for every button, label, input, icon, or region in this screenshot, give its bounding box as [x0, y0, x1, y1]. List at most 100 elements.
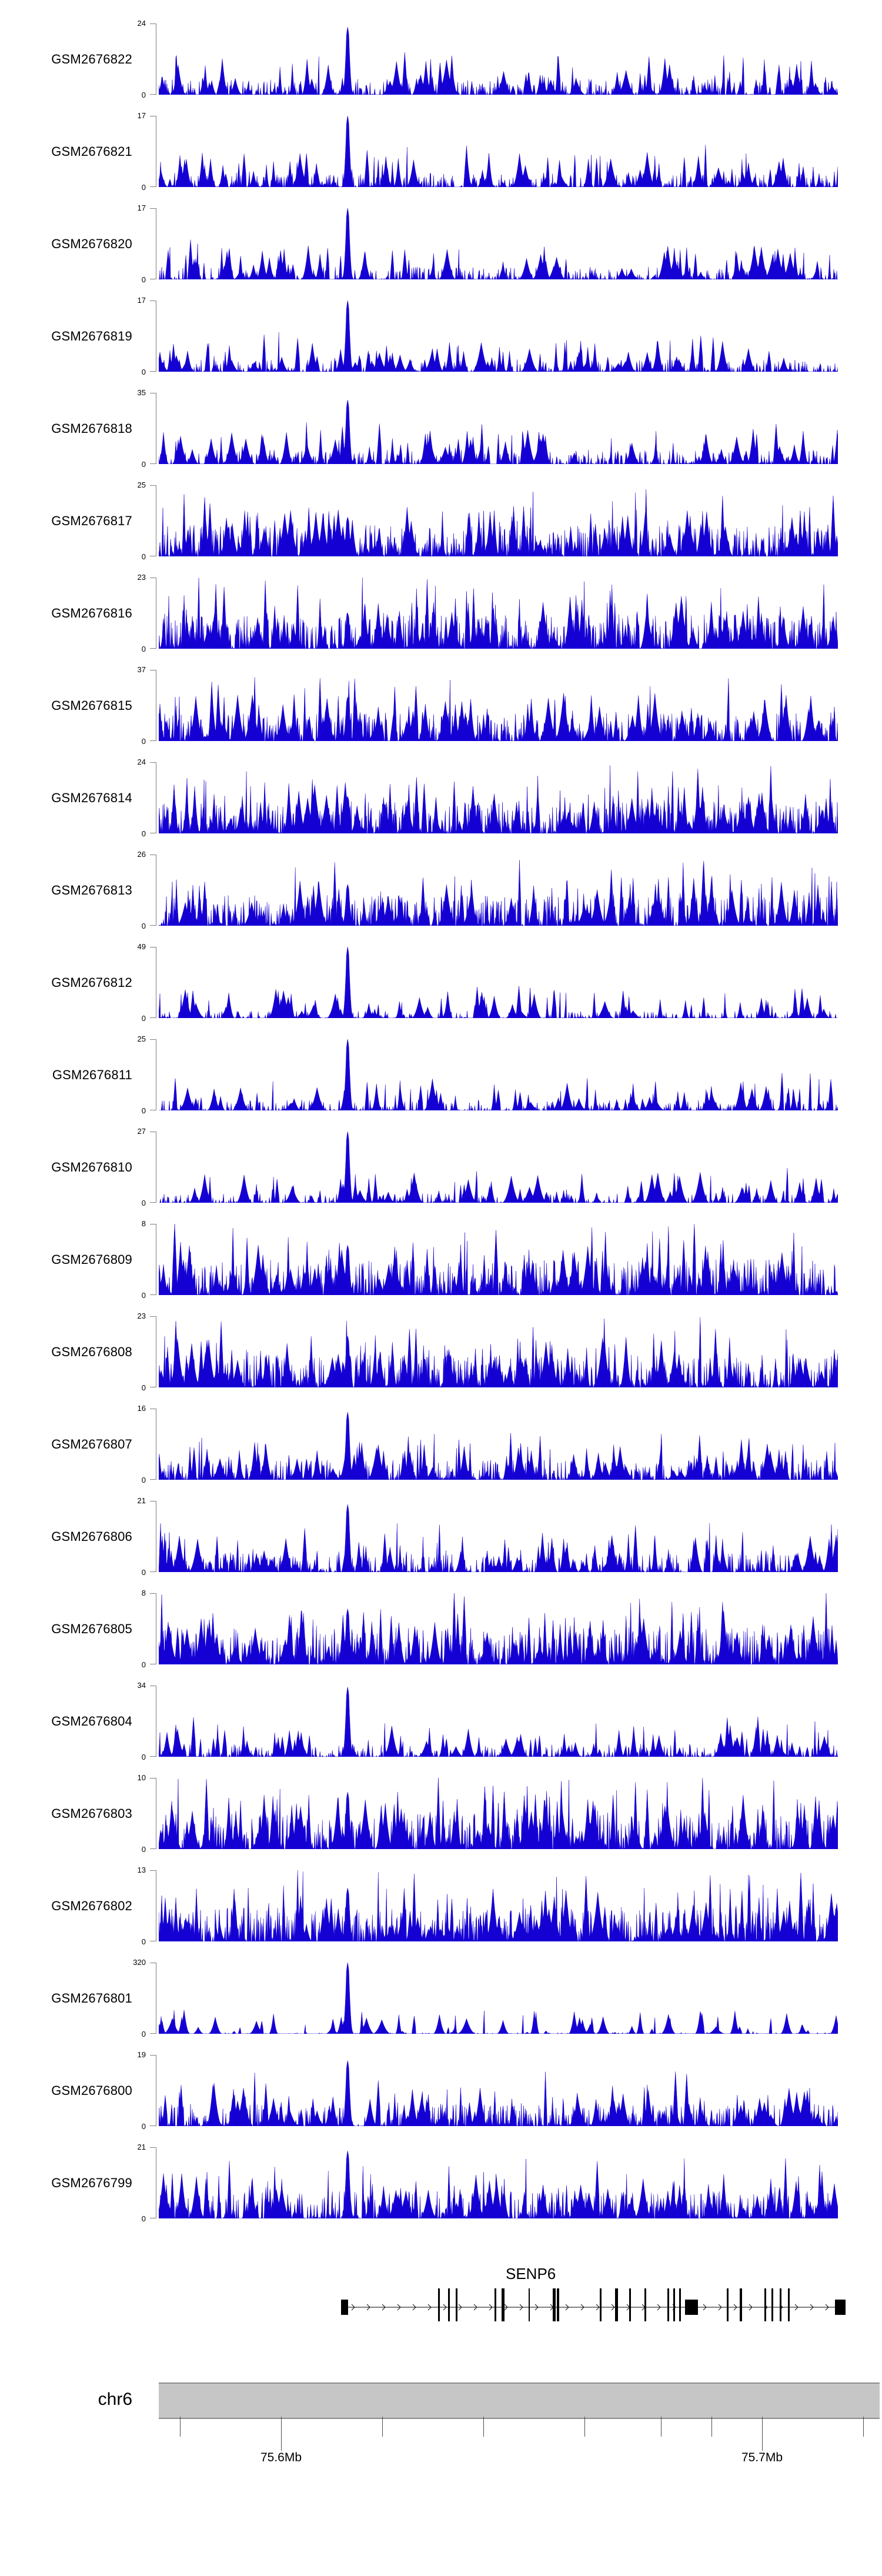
axis-max-value: 26: [137, 850, 146, 859]
signal-track: GSM2676821 17 0: [0, 105, 882, 198]
coordinate-tick: [863, 2417, 864, 2437]
axis-tick-min: [150, 1848, 156, 1849]
axis-tick-min: [150, 2033, 156, 2034]
axis-max-value: 16: [137, 1404, 146, 1413]
axis-min-value: 0: [141, 1383, 146, 1392]
chromosome-label: chr6: [98, 2390, 132, 2409]
track-label: GSM2676813: [51, 882, 132, 897]
axis-max-value: 23: [137, 573, 146, 582]
axis-max-value: 13: [137, 1866, 146, 1874]
track-signal-plot: [159, 393, 838, 464]
signal-track: GSM2676819 17 0: [0, 290, 882, 382]
signal-track: GSM2676806 21 0: [0, 1490, 882, 1583]
gene-exon: [667, 2288, 669, 2311]
axis-tick-max: [150, 1593, 156, 1594]
gene-exon: [835, 2300, 846, 2315]
track-label: GSM2676820: [51, 236, 132, 251]
coordinate-tick: [382, 2417, 383, 2437]
axis-min-value: 0: [141, 275, 146, 284]
gene-exon: [615, 2288, 618, 2311]
axis-tick-max: [150, 1870, 156, 1871]
track-signal-plot: [159, 1039, 838, 1110]
axis-max-value: 19: [137, 2050, 146, 2059]
axis-max-value: 35: [137, 388, 146, 397]
signal-track: GSM2676799 21 0: [0, 2137, 882, 2229]
signal-track: GSM2676805 8 0: [0, 1583, 882, 1675]
track-label: GSM2676800: [51, 2083, 132, 2098]
axis-min-value: 0: [141, 1937, 146, 1946]
coordinate-tick-label: 75.6Mb: [260, 2451, 302, 2464]
axis-tick-min: [150, 1756, 156, 1757]
track-signal-plot: [159, 1963, 838, 2034]
track-label: GSM2676817: [51, 513, 132, 528]
signal-track: GSM2676812 49 0: [0, 936, 882, 1029]
track-signal-plot: [159, 1409, 838, 1480]
gene-exon: [553, 2288, 556, 2311]
gene-exon: [529, 2288, 530, 2311]
gene-exon: [673, 2288, 675, 2311]
axis-min-value: 0: [141, 1660, 146, 1669]
track-label: GSM2676809: [51, 1252, 132, 1267]
track-label: GSM2676807: [51, 1436, 132, 1451]
axis-max-value: 24: [137, 758, 146, 766]
axis-min-value: 0: [141, 1753, 146, 1761]
axis-max-value: 21: [137, 2143, 146, 2151]
axis-max-value: 34: [137, 1681, 146, 1690]
track-label: GSM2676814: [51, 790, 132, 805]
gene-exon: [685, 2300, 698, 2315]
track-signal-plot: [159, 1870, 838, 1941]
track-signal-plot: [159, 2055, 838, 2126]
track-signal-plot: [159, 485, 838, 556]
axis-tick-min: [150, 1479, 156, 1480]
axis-tick-min: [150, 1571, 156, 1572]
signal-track: GSM2676816 23 0: [0, 567, 882, 659]
axis-min-value: 0: [141, 1106, 146, 1115]
track-label: GSM2676802: [51, 1898, 132, 1913]
gene-exon: [502, 2288, 505, 2311]
track-signal-plot: [159, 1686, 838, 1757]
axis-tick-max: [150, 1316, 156, 1317]
coordinate-tick: [762, 2417, 763, 2451]
axis-min-value: 0: [141, 1014, 146, 1023]
axis-min-value: 0: [141, 922, 146, 930]
gene-model-graphic: [341, 2288, 846, 2321]
axis-max-value: 17: [137, 203, 146, 212]
signal-track: GSM2676814 24 0: [0, 752, 882, 844]
track-label: GSM2676801: [51, 1990, 132, 2006]
track-signal-plot: [159, 24, 838, 95]
track-signal-plot: [159, 670, 838, 741]
gene-exon: [600, 2288, 602, 2311]
gene-exon: [341, 2300, 348, 2315]
track-signal-plot: [159, 1593, 838, 1664]
axis-tick-min: [150, 463, 156, 464]
gene-exon: [448, 2288, 450, 2311]
track-label: GSM2676815: [51, 698, 132, 713]
axis-tick-min: [150, 648, 156, 649]
axis-min-value: 0: [141, 1199, 146, 1207]
signal-track: GSM2676818 35 0: [0, 382, 882, 475]
axis-tick-min: [150, 1017, 156, 1018]
signal-track: GSM2676807 16 0: [0, 1398, 882, 1490]
gene-exon: [764, 2288, 766, 2311]
signal-track: GSM2676802 13 0: [0, 1860, 882, 1952]
signal-track: GSM2676817 25 0: [0, 475, 882, 567]
axis-max-value: 17: [137, 111, 146, 120]
signal-track: GSM2676800 19 0: [0, 2044, 882, 2137]
gene-exon: [771, 2288, 773, 2311]
axis-max-value: 37: [137, 665, 146, 674]
gene-exon: [557, 2288, 559, 2311]
signal-track: GSM2676809 8 0: [0, 1213, 882, 1306]
signal-track: GSM2676810 27 0: [0, 1121, 882, 1213]
coordinate-tick: [180, 2417, 181, 2437]
gene-exon: [727, 2288, 729, 2311]
coordinate-tick: [661, 2417, 662, 2437]
signal-track: GSM2676815 37 0: [0, 659, 882, 752]
track-label: GSM2676816: [51, 605, 132, 620]
signal-track: GSM2676813 26 0: [0, 844, 882, 936]
signal-track: GSM2676811 25 0: [0, 1029, 882, 1121]
axis-max-value: 320: [133, 1958, 146, 1967]
axis-max-value: 17: [137, 296, 146, 305]
axis-min-value: 0: [141, 2030, 146, 2038]
axis-max-value: 24: [137, 19, 146, 28]
